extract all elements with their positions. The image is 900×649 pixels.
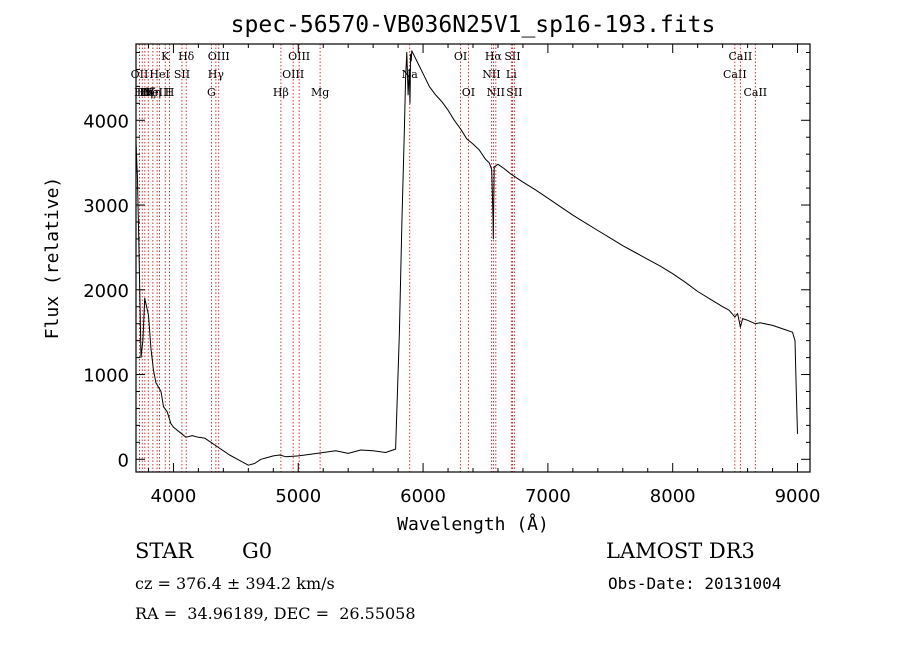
x-tick-label-5: 9000 — [775, 486, 821, 507]
x-tick-label-3: 7000 — [525, 486, 571, 507]
survey-label: LAMOST DR3 — [606, 539, 755, 563]
x-tick-label-1: 5000 — [275, 486, 321, 507]
x-tick-label-4: 8000 — [650, 486, 696, 507]
series-line-flux — [135, 50, 798, 466]
marker-label-20: OI — [462, 86, 475, 99]
marker-label-8: H — [165, 86, 175, 99]
x-tick-label-0: 4000 — [151, 486, 197, 507]
marker-label-1: Hθ — [134, 86, 151, 99]
marker-label-6: HeI — [149, 68, 169, 81]
marker-label-19: OI — [454, 50, 467, 63]
marker-label-23: NII — [487, 86, 505, 99]
axes: 4000 5000 6000 7000 8000 9000 0 1000 2000 3000 400… — [83, 44, 820, 507]
y-tick-label-2: 2000 — [83, 281, 129, 302]
x-tick-label-2: 6000 — [400, 486, 446, 507]
marker-label-22: Hα — [485, 50, 503, 63]
chart-title: spec-56570-VB036N25V1_sp16-193.fits — [231, 12, 716, 38]
obs-date: Obs-Date: 20131004 — [608, 574, 782, 593]
marker-label-9: SII — [174, 68, 190, 81]
marker-label-12: Hγ — [208, 68, 225, 81]
y-tick-label-1: 1000 — [83, 366, 129, 387]
marker-label-5: NeIII — [143, 86, 172, 99]
marker-label-25: SII — [504, 50, 520, 63]
cz-value: cz = 376.4 ± 394.2 km/s — [135, 574, 335, 593]
marker-label-0: OII — [131, 68, 149, 81]
coordinates: RA = 34.96189, DEC = 26.55058 — [135, 604, 416, 623]
series-layer — [135, 50, 798, 466]
marker-label-11: G — [207, 86, 216, 99]
marker-label-28: CaII — [729, 50, 753, 63]
marker-label-29: CaII — [743, 86, 767, 99]
marker-label-10: Hδ — [178, 50, 195, 63]
marker-label-14: Hβ — [273, 86, 289, 99]
subclass-label: G0 — [242, 539, 273, 563]
y-tick-label-3: 3000 — [83, 196, 129, 217]
marker-label-27: CaII — [723, 68, 747, 81]
marker-label-26: SII — [506, 86, 522, 99]
y-tick-label-4: 4000 — [83, 111, 129, 132]
x-axis-label: Wavelength (Å) — [397, 513, 549, 535]
marker-label-15: OIII — [282, 68, 304, 81]
y-tick-label-0: 0 — [118, 450, 129, 471]
marker-label-16: OIII — [288, 50, 310, 63]
y-axis-label: Flux (relative) — [42, 177, 63, 340]
marker-label-3: Hζ — [140, 86, 156, 99]
marker-label-24: Li — [506, 68, 517, 81]
marker-label-21: NII — [482, 68, 500, 81]
marker-label-2: Hη — [137, 86, 153, 99]
class-label: STAR — [135, 539, 194, 563]
marker-label-7: K — [161, 50, 170, 63]
marker-label-17: Mg — [311, 86, 329, 99]
marker-label-13: OIII — [208, 50, 230, 63]
plot-frame — [135, 43, 811, 473]
marker-label-4: Hη — [145, 86, 161, 99]
